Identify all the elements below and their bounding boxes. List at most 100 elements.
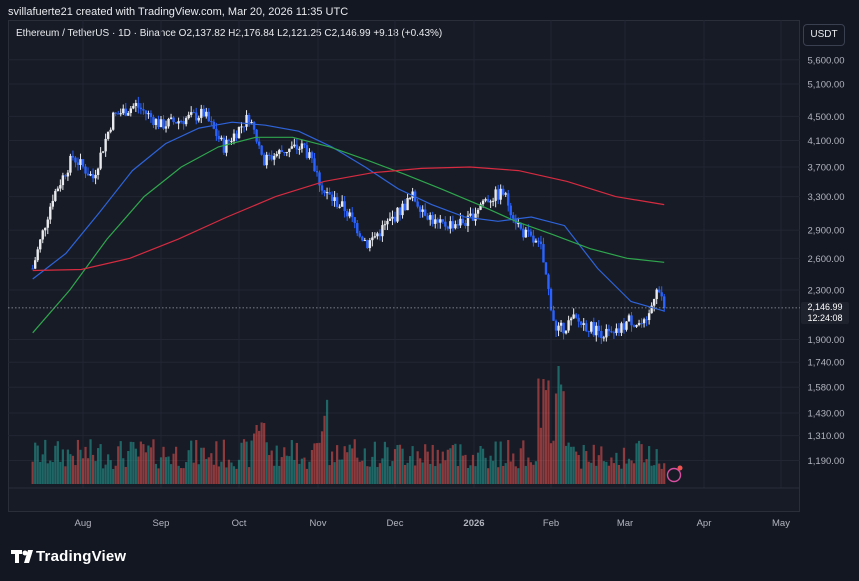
volume-bar — [497, 467, 500, 484]
candle-body — [650, 305, 653, 314]
event-marker-dot — [677, 465, 683, 471]
candle-body — [162, 119, 165, 129]
volume-bar — [205, 458, 208, 484]
candle-body — [597, 325, 601, 331]
tradingview-logo-icon — [11, 550, 33, 563]
candle-body — [111, 112, 115, 130]
candle-body — [388, 218, 392, 221]
candle-body — [36, 249, 39, 261]
candle-body — [527, 229, 530, 232]
price-tick-label: 2,600.00 — [808, 254, 845, 265]
volume-bar — [164, 457, 168, 484]
volume-bar — [605, 461, 608, 484]
candle-body — [466, 215, 470, 226]
symbol-name[interactable]: Ethereum / TetherUS · 1D · Binance — [16, 28, 176, 39]
volume-bar — [575, 451, 578, 484]
volume-bar — [494, 441, 497, 484]
time-tick-label: Dec — [387, 518, 404, 529]
volume-bar — [401, 448, 404, 484]
candle-body — [31, 268, 34, 270]
volume-bar — [635, 443, 638, 484]
candle-body — [544, 262, 548, 275]
candle-body — [147, 113, 150, 115]
candle-body — [620, 323, 623, 333]
candle-body — [184, 118, 188, 125]
volume-bar — [119, 441, 122, 484]
candle-body — [353, 217, 356, 224]
volume-bar — [648, 446, 651, 484]
candle-body — [398, 207, 402, 216]
volume-bar — [268, 455, 271, 484]
candle-body — [418, 206, 422, 212]
volume-bar — [39, 461, 42, 484]
candle-body — [630, 315, 633, 326]
candle-body — [403, 203, 407, 211]
volume-bar — [220, 461, 223, 484]
candle-body — [242, 126, 246, 128]
volume-bar — [159, 457, 163, 484]
volume-bar — [499, 441, 502, 484]
volume-bar — [471, 454, 475, 484]
volume-bar — [162, 446, 165, 484]
price-axis[interactable] — [800, 20, 851, 512]
volume-bar — [366, 466, 369, 484]
volume-bar — [129, 441, 132, 484]
tradingview-logo[interactable] — [10, 548, 40, 571]
candle-body — [129, 108, 133, 113]
time-tick-label: Sep — [153, 518, 170, 529]
volume-bar — [534, 461, 538, 484]
volume-bar — [325, 399, 329, 484]
volume-bar — [368, 466, 371, 484]
currency-button[interactable]: USDT — [803, 24, 845, 46]
chart-frame[interactable] — [8, 20, 800, 512]
candle-body — [189, 112, 193, 115]
volume-bar — [580, 468, 583, 484]
volume-bar — [336, 445, 339, 484]
volume-bar — [436, 449, 439, 484]
volume-bar — [590, 462, 593, 484]
volume-bar — [132, 442, 135, 484]
price-tick-label: 5,100.00 — [808, 80, 845, 91]
volume-bar — [109, 460, 112, 484]
candle-body — [444, 221, 447, 227]
volume-bar — [240, 442, 243, 484]
volume-bar — [112, 468, 115, 484]
volume-bar — [270, 450, 273, 484]
volume-bar — [625, 463, 628, 484]
volume-bar — [532, 464, 535, 484]
volume-bar — [486, 468, 490, 484]
volume-bar — [348, 444, 351, 484]
candle-body — [205, 111, 208, 117]
candle-body — [486, 199, 490, 202]
volume-bar — [320, 431, 324, 484]
candle-body — [663, 296, 666, 309]
volume-bar — [559, 384, 563, 484]
candle-body — [295, 144, 299, 150]
candle-body — [615, 328, 618, 333]
candle-body — [595, 325, 598, 336]
candle-body — [200, 108, 203, 118]
volume-bar — [552, 440, 555, 484]
candle-body — [356, 223, 359, 234]
candle-body — [127, 112, 130, 116]
volume-bar — [434, 466, 437, 484]
volume-bar — [283, 447, 286, 484]
candle-body — [174, 122, 178, 124]
candle-body — [195, 112, 198, 121]
volume-bar — [86, 458, 90, 484]
candle-body — [335, 197, 339, 207]
volume-bar — [305, 468, 309, 484]
volume-bar — [554, 393, 558, 484]
candle-body — [549, 288, 553, 311]
volume-bar — [398, 444, 402, 484]
volume-bar — [567, 442, 570, 484]
volume-bar — [212, 464, 215, 484]
volume-bar — [564, 445, 568, 484]
candle-body — [519, 223, 523, 229]
volume-bar — [469, 465, 472, 484]
bar-countdown: 12:24:08 — [807, 313, 843, 323]
volume-bar — [298, 463, 301, 484]
volume-bar — [607, 465, 610, 484]
candle-body — [579, 321, 583, 325]
